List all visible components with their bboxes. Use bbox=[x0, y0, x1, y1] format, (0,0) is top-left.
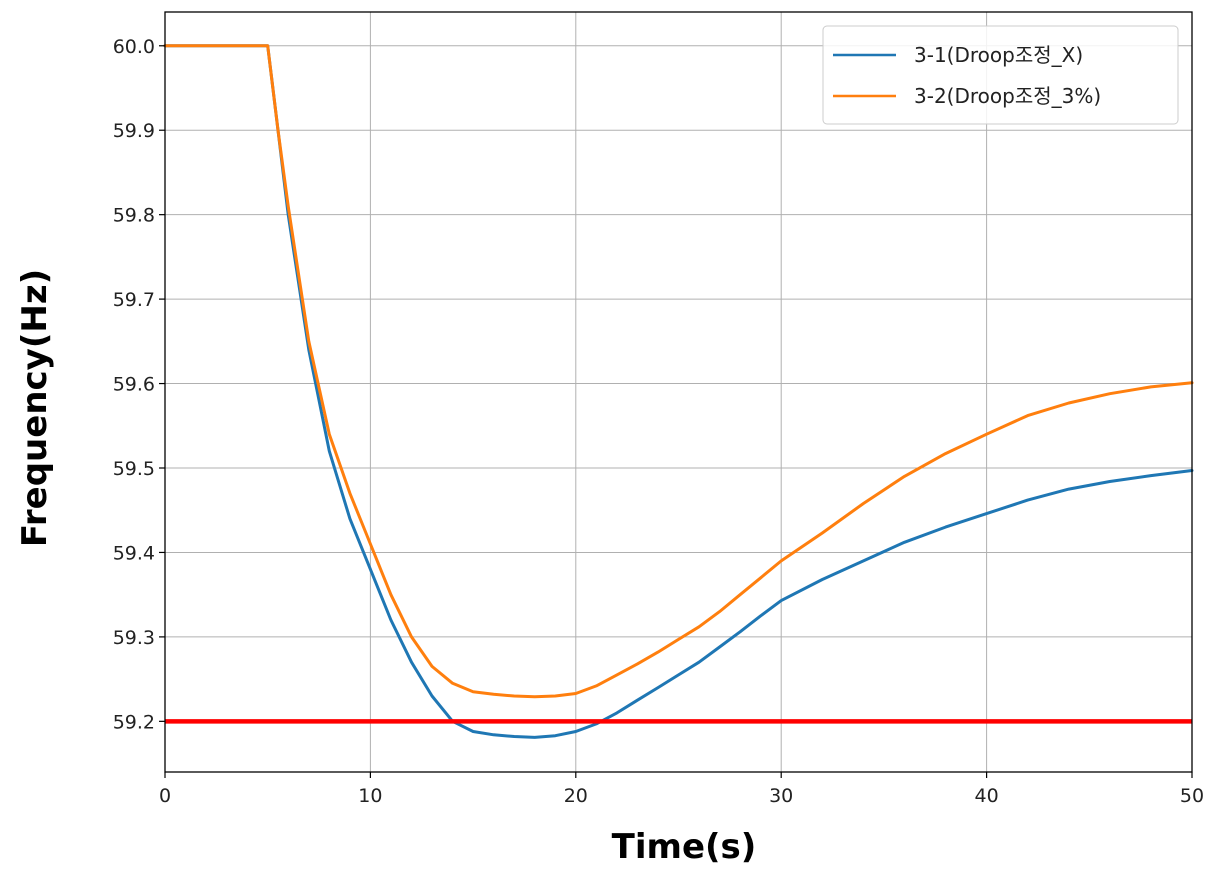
x-tick-label: 50 bbox=[1180, 785, 1204, 807]
series-line-1 bbox=[163, 44, 1194, 739]
legend-label-series-2: 3-2(Droop조정_3%) bbox=[914, 84, 1101, 108]
y-tick-label: 59.9 bbox=[113, 120, 155, 142]
y-tick-label: 59.8 bbox=[113, 205, 155, 227]
legend-label-series-1: 3-1(Droop조정_X) bbox=[914, 43, 1083, 67]
y-tick-label: 59.3 bbox=[113, 627, 155, 649]
y-tick-label: 59.7 bbox=[113, 289, 155, 311]
plot-frame bbox=[164, 11, 1193, 773]
x-tick-label: 10 bbox=[358, 785, 382, 807]
legend-box bbox=[822, 25, 1179, 125]
y-tick-label: 59.6 bbox=[113, 374, 155, 396]
y-axis-title: Frequency(Hz) bbox=[15, 269, 55, 547]
y-tick-label: 59.5 bbox=[113, 458, 155, 480]
y-tick-label: 60.0 bbox=[113, 36, 155, 58]
x-tick-label: 30 bbox=[769, 785, 793, 807]
y-tick-label: 59.2 bbox=[113, 711, 155, 733]
legend: 3-1(Droop조정_X) 3-2(Droop조정_3%) bbox=[822, 25, 1179, 125]
grid bbox=[164, 12, 1193, 772]
series-line-2 bbox=[163, 44, 1194, 699]
series-layer bbox=[163, 44, 1194, 739]
x-tick-label: 20 bbox=[564, 785, 588, 807]
ticks: 0 10 20 30 40 50 59.2 59.3 59.4 59.5 59.6 59.7 59.8 5… bbox=[113, 36, 1204, 807]
x-tick-label: 0 bbox=[159, 785, 171, 807]
y-tick-label: 59.4 bbox=[113, 542, 155, 564]
plot-area bbox=[165, 12, 1192, 772]
x-tick-label: 40 bbox=[975, 785, 999, 807]
x-axis-title: Time(s) bbox=[612, 827, 757, 867]
